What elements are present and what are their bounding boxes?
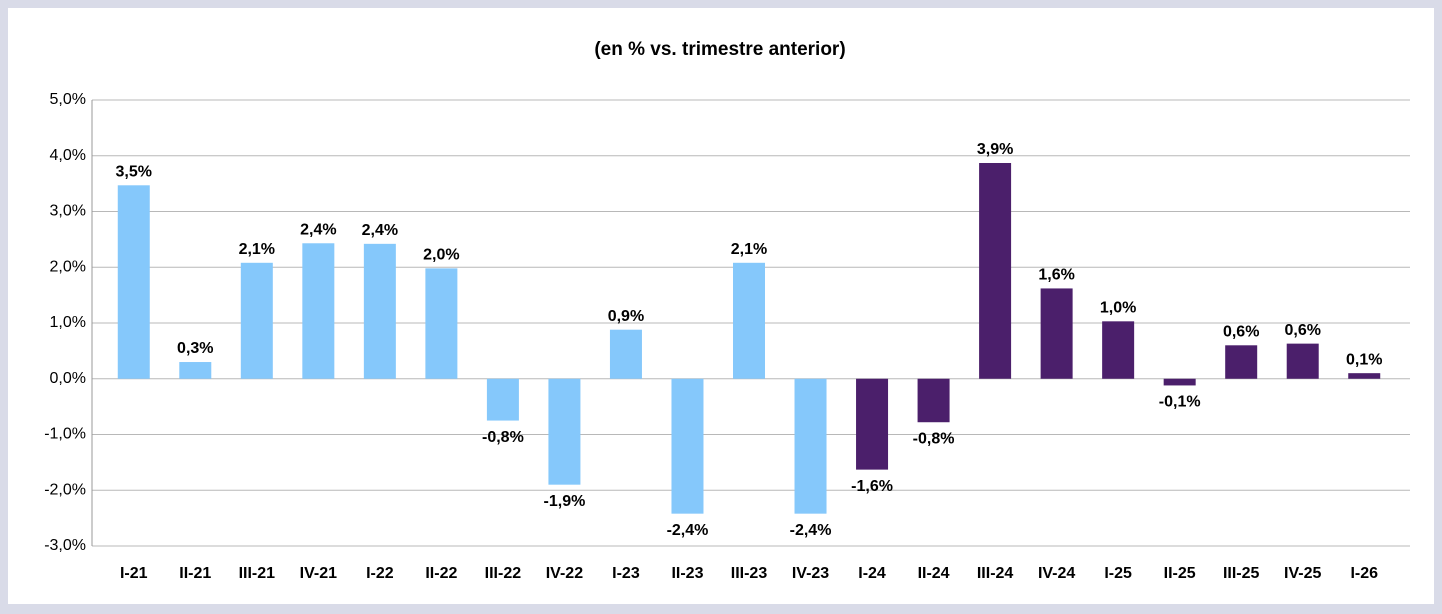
x-tick-label: III-22 — [485, 565, 522, 582]
data-label: 1,0% — [1100, 300, 1136, 317]
x-tick-label: IV-21 — [300, 565, 337, 582]
x-tick-label: I-24 — [858, 565, 886, 582]
bar — [917, 378, 950, 423]
data-label: 0,6% — [1223, 324, 1259, 341]
data-label: 0,3% — [177, 340, 213, 357]
bar — [1163, 378, 1196, 386]
bar — [425, 268, 458, 379]
bar — [486, 378, 519, 421]
x-tick-label: II-25 — [1164, 565, 1196, 582]
x-tick-label: IV-23 — [792, 565, 829, 582]
x-tick-label: III-25 — [1223, 565, 1260, 582]
bar — [1102, 321, 1135, 379]
x-tick-label: IV-25 — [1284, 565, 1321, 582]
data-label: 2,4% — [300, 221, 336, 238]
bar — [240, 262, 273, 379]
chart-background — [8, 8, 1434, 604]
bar — [794, 378, 827, 514]
y-tick-label: -1,0% — [44, 426, 86, 443]
bar — [179, 362, 212, 379]
data-label: -2,4% — [667, 522, 709, 539]
bar — [979, 162, 1012, 379]
y-tick-label: 1,0% — [50, 314, 86, 331]
data-label: 2,1% — [731, 241, 767, 258]
y-tick-label: -2,0% — [44, 481, 86, 498]
bar — [302, 243, 335, 379]
bar — [117, 185, 150, 379]
bar — [856, 378, 889, 470]
data-label: 3,5% — [116, 164, 152, 181]
x-tick-label: II-23 — [671, 565, 703, 582]
bar — [733, 262, 765, 379]
y-tick-label: 0,0% — [50, 370, 86, 387]
x-tick-label: I-25 — [1104, 565, 1132, 582]
data-label: -0,8% — [482, 429, 524, 446]
data-label: 2,0% — [423, 247, 459, 264]
y-tick-label: 4,0% — [50, 147, 86, 164]
data-label: -0,1% — [1159, 394, 1201, 411]
x-tick-label: I-21 — [120, 565, 148, 582]
x-tick-label: III-21 — [239, 565, 276, 582]
bar — [671, 378, 704, 514]
x-tick-label: III-24 — [977, 565, 1014, 582]
data-label: 2,4% — [362, 222, 398, 239]
data-label: 0,9% — [608, 308, 644, 325]
x-tick-label: II-21 — [179, 565, 211, 582]
x-tick-label: IV-22 — [546, 565, 583, 582]
bar — [1040, 288, 1073, 379]
data-label: 2,1% — [239, 241, 275, 258]
y-tick-label: 3,0% — [50, 203, 86, 220]
bar — [363, 243, 396, 379]
data-label: 0,1% — [1346, 351, 1382, 368]
x-tick-label: I-26 — [1350, 565, 1378, 582]
y-tick-label: -3,0% — [44, 537, 86, 554]
data-label: 1,6% — [1038, 267, 1074, 284]
data-label: -1,6% — [851, 478, 893, 495]
bar — [548, 378, 581, 485]
y-tick-label: 2,0% — [50, 258, 86, 275]
data-label: 3,9% — [977, 141, 1013, 158]
x-tick-label: I-22 — [366, 565, 394, 582]
bar — [609, 329, 642, 379]
x-tick-label: I-23 — [612, 565, 640, 582]
bar — [1348, 373, 1381, 379]
data-label: -0,8% — [913, 430, 955, 447]
bar — [1286, 343, 1319, 379]
y-tick-label: 5,0% — [50, 91, 86, 108]
data-label: -2,4% — [790, 522, 832, 539]
x-tick-label: IV-24 — [1038, 565, 1075, 582]
x-tick-label: II-22 — [425, 565, 457, 582]
bar — [1225, 345, 1258, 379]
x-tick-label: III-23 — [731, 565, 768, 582]
chart-title: (en % vs. trimestre anterior) — [594, 39, 845, 60]
data-label: 0,6% — [1284, 322, 1320, 339]
data-label: -1,9% — [544, 493, 586, 510]
x-tick-label: II-24 — [918, 565, 950, 582]
